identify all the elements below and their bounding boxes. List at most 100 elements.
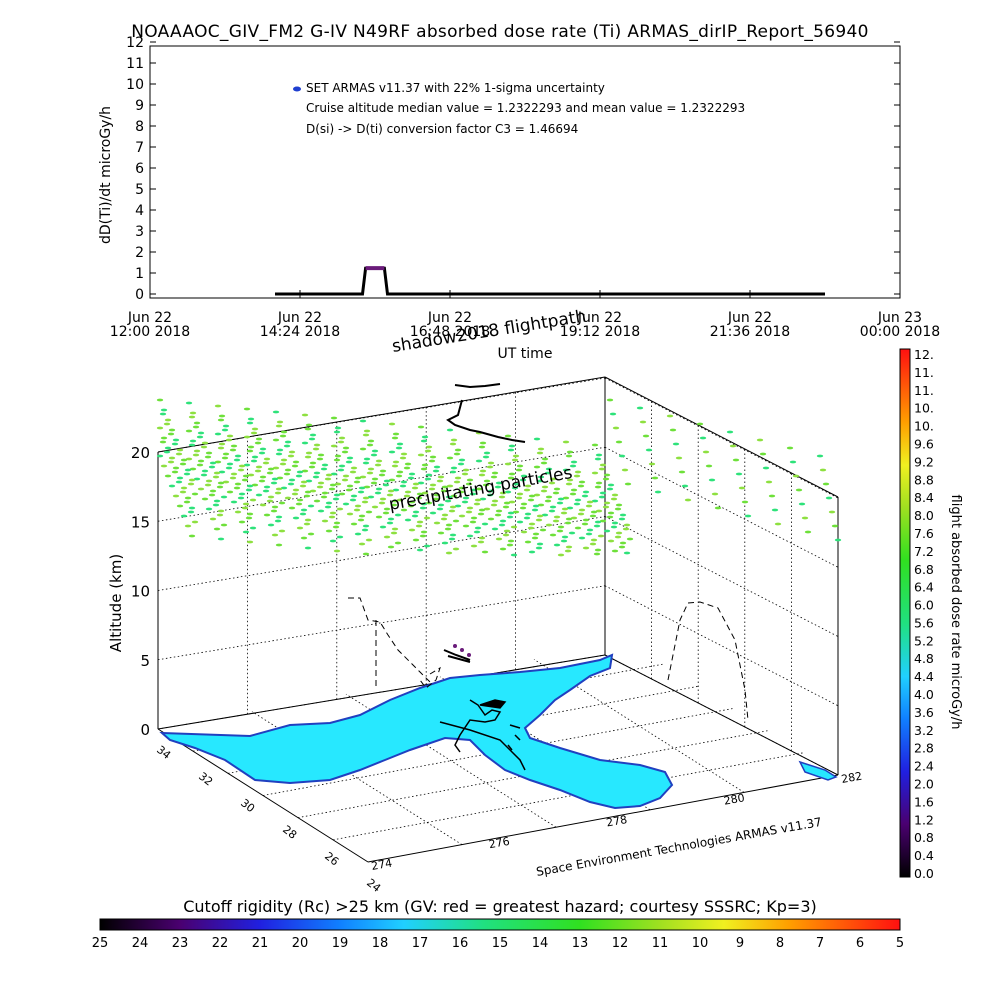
particle-mark	[759, 452, 767, 456]
particle-mark	[246, 421, 254, 425]
dose-colorbar-tick-label: 6.8	[914, 562, 934, 577]
particle-mark	[346, 456, 354, 460]
particle-mark	[408, 472, 416, 476]
particle-mark	[436, 507, 444, 511]
particle-mark	[307, 504, 315, 508]
x-tick-label-time: 14:24 2018	[260, 324, 340, 340]
particle-mark	[309, 433, 317, 437]
particle-mark	[303, 494, 311, 498]
particle-mark	[193, 449, 201, 453]
particle-mark	[341, 478, 349, 482]
particle-mark	[549, 533, 557, 537]
particle-mark	[795, 488, 803, 492]
particle-mark	[491, 499, 499, 503]
particle-mark	[164, 418, 172, 422]
particle-mark	[561, 535, 569, 539]
particle-mark	[291, 492, 299, 496]
particle-mark	[246, 540, 254, 544]
particle-mark	[216, 485, 224, 489]
particle-mark	[478, 473, 486, 477]
particle-mark	[304, 490, 312, 494]
particle-mark	[765, 480, 773, 484]
particle-mark	[226, 434, 234, 438]
particle-mark	[611, 521, 619, 525]
particle-mark	[250, 459, 258, 463]
particle-mark	[566, 506, 574, 510]
dose-colorbar-tick-label: 8.4	[914, 490, 934, 505]
particle-mark	[359, 447, 367, 451]
particle-mark	[556, 529, 564, 533]
particle-mark	[176, 448, 184, 452]
particle-mark	[487, 489, 495, 493]
particle-mark	[341, 450, 349, 454]
particle-mark	[498, 495, 506, 499]
particle-mark	[305, 479, 313, 483]
particle-mark	[338, 492, 346, 496]
particle-mark	[246, 512, 254, 516]
particle-mark	[645, 448, 653, 452]
x-tick-label-time: 00:00 2018	[860, 324, 940, 340]
particle-mark	[321, 491, 329, 495]
particle-mark	[535, 518, 543, 522]
particle-mark	[367, 439, 375, 443]
particle-mark	[607, 511, 615, 515]
x-tick-label-date: Jun 22	[577, 310, 622, 326]
particle-mark	[230, 500, 238, 504]
particle-mark	[172, 466, 180, 470]
particle-mark	[396, 442, 404, 446]
particle-mark	[259, 475, 267, 479]
dose-colorbar-tick-label: 4.8	[914, 651, 934, 666]
particle-mark	[350, 522, 358, 526]
x-tick-label-date: Jun 22	[727, 310, 772, 326]
particle-mark	[313, 443, 321, 447]
particle-mark	[234, 454, 242, 458]
particle-mark	[193, 477, 201, 481]
particle-mark	[732, 458, 740, 462]
particle-mark	[270, 481, 278, 485]
particle-mark	[578, 536, 586, 540]
particle-mark	[230, 472, 238, 476]
particle-mark	[446, 428, 454, 432]
particle-mark	[209, 489, 217, 493]
particle-mark	[334, 482, 342, 486]
particle-mark	[586, 500, 594, 504]
particle-mark	[552, 519, 560, 523]
particle-mark	[272, 466, 280, 470]
x-tick-label-time: 19:12 2018	[560, 324, 640, 340]
particle-mark	[354, 532, 362, 536]
particle-mark	[562, 468, 570, 472]
particle-mark	[396, 470, 404, 474]
particle-mark	[404, 462, 412, 466]
particle-mark	[383, 479, 391, 483]
particle-mark	[205, 451, 213, 455]
rigidity-colorbar-tick-label: 11	[652, 936, 669, 951]
particle-mark	[357, 490, 365, 494]
particle-mark	[362, 524, 370, 528]
particle-mark	[520, 502, 528, 506]
particle-mark	[591, 443, 599, 447]
particle-mark	[603, 529, 611, 533]
3d-axes-box	[157, 376, 839, 863]
x-tick-label-date: Jun 22	[127, 310, 172, 326]
particle-mark	[642, 434, 650, 438]
particle-mark	[255, 437, 263, 441]
particle-mark	[462, 496, 470, 500]
particle-mark	[201, 497, 209, 501]
particle-mark	[462, 524, 470, 528]
particle-mark	[296, 498, 304, 502]
particle-mark	[445, 551, 453, 555]
particle-mark	[469, 492, 477, 496]
particle-mark	[185, 457, 193, 461]
particle-mark	[541, 513, 549, 517]
particle-mark	[586, 528, 594, 532]
particle-mark	[238, 464, 246, 468]
particle-mark	[184, 468, 192, 472]
particle-mark	[358, 514, 366, 518]
particle-mark	[566, 478, 574, 482]
particle-mark	[696, 422, 704, 426]
particle-mark	[481, 550, 489, 554]
particle-mark	[288, 450, 296, 454]
particle-mark	[292, 460, 300, 464]
particle-mark	[424, 477, 432, 481]
particle-mark	[507, 448, 515, 452]
